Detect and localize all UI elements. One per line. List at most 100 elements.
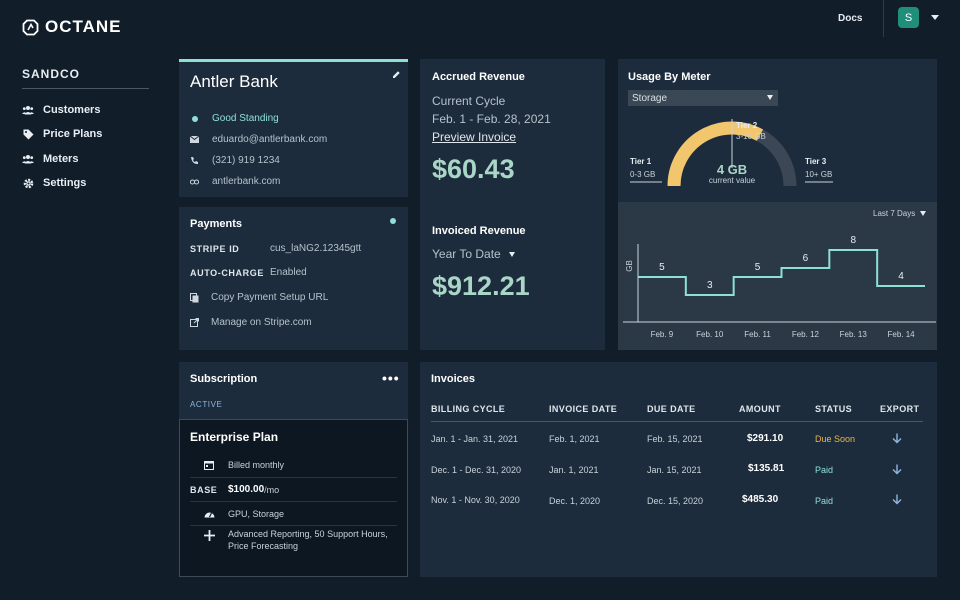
cell-billing-cycle: Jan. 1 - Jan. 31, 2021 (431, 434, 519, 444)
data-label: 6 (803, 253, 809, 264)
tier1-range: 0-3 GB (630, 170, 656, 179)
invoiced-revenue-title: Invoiced Revenue (432, 225, 526, 237)
copy-payment-url-link[interactable]: Copy Payment Setup URL (190, 292, 328, 303)
sidebar-item-label: Settings (43, 177, 87, 189)
manage-on-stripe-label: Manage on Stripe.com (211, 317, 312, 328)
gauge-value: 4 GB (716, 162, 748, 177)
edit-pencil-icon[interactable] (392, 70, 401, 79)
avatar[interactable]: S (898, 7, 919, 28)
sidebar-item-meters[interactable]: Meters (22, 153, 78, 165)
phone-text: (321) 919 1234 (212, 155, 280, 166)
phone-icon (191, 157, 198, 165)
status-text: Good Standing (212, 113, 279, 124)
brand-logo[interactable]: OCTANE (22, 17, 122, 37)
customer-website[interactable]: antlerbank.com (190, 176, 280, 187)
gauge-caption: current value (708, 176, 756, 185)
data-label: 4 (898, 271, 904, 282)
invoiced-amount: $912.21 (432, 271, 530, 301)
status-dot-icon (191, 115, 198, 122)
plan-card: Enterprise Plan Billed monthly BASE $100… (179, 419, 408, 577)
usage-title: Usage By Meter (628, 71, 711, 83)
customer-name: Antler Bank (190, 72, 278, 91)
usage-chart-area: Last 7 Days GB 5 Feb. 9 3 Feb. 10 5 Feb. 11 6 Fe… (618, 202, 937, 350)
meters-row: GPU, Storage (190, 502, 397, 526)
cell-status: Paid (815, 496, 834, 506)
x-tick-label: Feb. 13 (840, 330, 868, 339)
period-dropdown[interactable]: Year To Date (432, 247, 515, 261)
usage-card: Usage By Meter Storage Tier 1 0-3 GB Tie… (618, 59, 937, 350)
stripe-id-label: STRIPE ID (190, 243, 240, 254)
sidebar-item-label: Meters (43, 153, 79, 165)
col-status: STATUS (815, 404, 853, 414)
meter-select[interactable]: Storage (628, 90, 778, 106)
chevron-down-icon (920, 211, 927, 216)
meters-text: GPU, Storage (228, 508, 285, 519)
website-text: antlerbank.com (212, 176, 281, 187)
x-tick-label: Feb. 12 (792, 330, 820, 339)
period-label: Year To Date (432, 247, 501, 261)
chart-period-dropdown[interactable]: Last 7 Days (873, 209, 927, 218)
usage-series-line (638, 249, 925, 296)
payments-card: Payments STRIPE ID cus_laNG2.12345gtt AU… (179, 207, 408, 350)
chevron-down-icon (767, 95, 773, 100)
download-arrow-icon[interactable] (892, 433, 902, 444)
base-unit: /mo (264, 484, 280, 495)
cell-amount: $135.81 (748, 463, 785, 474)
x-tick-label: Feb. 11 (744, 330, 771, 339)
subscription-card: Subscription ••• ACTIVE Enterprise Plan … (179, 362, 408, 577)
data-label: 8 (850, 235, 856, 246)
sidebar-item-price-plans[interactable]: Price Plans (22, 128, 102, 140)
col-export: EXPORT (880, 404, 920, 414)
customer-email[interactable]: eduardo@antlerbank.com (190, 134, 327, 145)
cell-amount: $291.10 (747, 433, 784, 444)
mail-icon (190, 136, 199, 143)
gauge-fill (667, 121, 764, 187)
plus-icon (203, 530, 215, 541)
calendar-icon (204, 461, 214, 470)
header-divider (883, 0, 884, 37)
copy-icon (190, 292, 199, 302)
col-invoice-date: INVOICE DATE (549, 404, 618, 414)
download-arrow-icon[interactable] (892, 464, 902, 475)
gear-icon (22, 177, 34, 189)
copy-payment-url-label: Copy Payment Setup URL (211, 292, 329, 303)
preview-invoice-link[interactable]: Preview Invoice (432, 130, 517, 144)
tag-icon (22, 128, 34, 140)
auto-charge-value: Enabled (270, 267, 307, 278)
accrued-amount: $60.43 (432, 154, 515, 184)
features-text: Advanced Reporting, 50 Support Hours, Pr… (228, 529, 388, 551)
sidebar-item-customers[interactable]: Customers (22, 104, 100, 116)
customer-phone[interactable]: (321) 919 1234 (190, 155, 280, 166)
manage-on-stripe-link[interactable]: Manage on Stripe.com (190, 317, 312, 328)
cycle-range: Feb. 1 - Feb. 28, 2021 (432, 112, 551, 126)
tier2-range: 3-10 GB (736, 132, 766, 141)
cell-invoice-date: Jan. 1, 2021 (549, 465, 599, 475)
y-axis-label: GB (625, 260, 634, 272)
brand-name: OCTANE (45, 17, 122, 36)
cell-billing-cycle: Dec. 1 - Dec. 31, 2020 (431, 465, 522, 475)
x-tick-label: Feb. 9 (651, 330, 674, 339)
table-header-divider (431, 421, 923, 422)
col-billing-cycle: BILLING CYCLE (431, 404, 506, 414)
data-label: 3 (707, 280, 713, 291)
octane-logo-icon (22, 19, 39, 35)
base-price-row: BASE $100.00 /mo (190, 478, 397, 502)
users-icon (22, 153, 34, 165)
cell-due-date: Dec. 15, 2020 (647, 496, 704, 506)
cell-invoice-date: Dec. 1, 2020 (549, 496, 601, 506)
more-options-icon[interactable]: ••• (382, 370, 400, 386)
data-label: 5 (659, 262, 665, 273)
subscription-status: ACTIVE (190, 400, 223, 409)
account-menu-chevron-down-icon[interactable] (931, 15, 939, 20)
cell-due-date: Feb. 15, 2021 (647, 434, 703, 444)
meter-select-value: Storage (632, 92, 668, 104)
x-tick-label: Feb. 14 (888, 330, 916, 339)
invoices-title: Invoices (431, 373, 476, 385)
payments-title: Payments (190, 218, 242, 230)
download-arrow-icon[interactable] (892, 494, 902, 505)
x-tick-label: Feb. 10 (696, 330, 724, 339)
sidebar-item-settings[interactable]: Settings (22, 177, 86, 189)
chart-period-label: Last 7 Days (873, 209, 916, 218)
auto-charge-row: AUTO-CHARGE Enabled (190, 267, 307, 278)
docs-link[interactable]: Docs (838, 13, 863, 24)
